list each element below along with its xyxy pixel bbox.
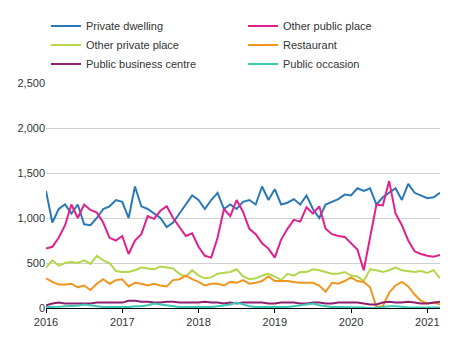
svg-text:0: 0 [39,302,45,314]
svg-text:Private dwelling: Private dwelling [86,20,163,32]
svg-text:Public occasion: Public occasion [283,58,359,70]
svg-text:2017: 2017 [110,316,134,328]
svg-text:2021: 2021 [415,316,439,328]
svg-text:1,500: 1,500 [17,167,45,179]
svg-text:2018: 2018 [186,316,210,328]
svg-text:Public business centre: Public business centre [86,58,196,70]
svg-text:2020: 2020 [339,316,363,328]
svg-text:Restaurant: Restaurant [283,39,337,51]
svg-text:2,500: 2,500 [17,77,45,89]
svg-text:2019: 2019 [263,316,287,328]
svg-text:1,000: 1,000 [17,212,45,224]
svg-text:2016: 2016 [34,316,58,328]
svg-text:Other private place: Other private place [86,39,179,51]
svg-text:500: 500 [27,257,45,269]
svg-text:2,000: 2,000 [17,122,45,134]
svg-text:Other public place: Other public place [283,20,372,32]
